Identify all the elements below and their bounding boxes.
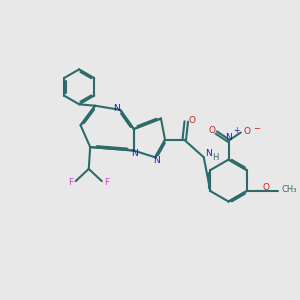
Text: F: F [68,178,73,187]
Text: O: O [188,116,195,125]
Text: N: N [225,133,232,142]
Text: H: H [212,153,219,162]
Text: O: O [208,126,215,135]
Text: +: + [233,126,240,135]
Text: O: O [262,183,269,192]
Text: N: N [153,156,160,165]
Text: N: N [206,149,212,158]
Text: −: − [253,124,260,134]
Text: F: F [104,178,110,187]
Text: N: N [131,149,138,158]
Text: CH₃: CH₃ [282,185,297,194]
Text: O: O [244,127,250,136]
Text: N: N [113,104,120,113]
